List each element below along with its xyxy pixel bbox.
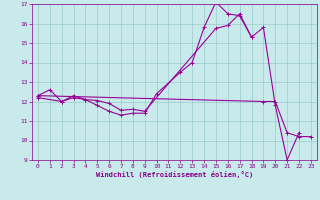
X-axis label: Windchill (Refroidissement éolien,°C): Windchill (Refroidissement éolien,°C) <box>96 171 253 178</box>
